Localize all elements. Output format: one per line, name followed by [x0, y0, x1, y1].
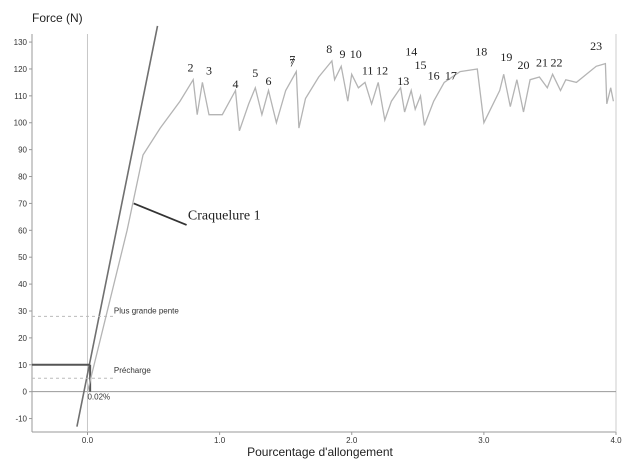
- peak-label: 4: [232, 77, 238, 91]
- annotation-label: 0.02%: [87, 393, 110, 402]
- y-tick-label: 70: [18, 199, 27, 208]
- slope-line: [76, 25, 159, 427]
- series-line: [86, 59, 615, 392]
- y-tick-label: 20: [18, 334, 27, 343]
- peak-label: 20: [518, 58, 530, 72]
- peak-label: 13: [397, 74, 409, 88]
- peak-label: 17: [445, 69, 457, 83]
- peak-label: 18: [475, 45, 487, 59]
- x-tick-label: 4.0: [610, 436, 622, 445]
- x-tick-label: 1.0: [214, 436, 226, 445]
- peak-label: 19: [500, 50, 512, 64]
- peak-label: 15: [414, 58, 426, 72]
- peak-label: 3: [206, 63, 212, 77]
- y-tick-label: 50: [18, 253, 27, 262]
- y-tick-label: -10: [15, 415, 27, 424]
- peak-label: 14: [405, 45, 417, 59]
- y-tick-label: 40: [18, 280, 27, 289]
- peak-label: 12: [376, 63, 388, 77]
- data-group: [86, 59, 615, 392]
- y-tick-label: 30: [18, 307, 27, 316]
- x-tick-label: 2.0: [346, 436, 358, 445]
- y-tick-label: 130: [14, 38, 28, 47]
- peak-label: 21: [536, 55, 548, 69]
- y-tick-label: 60: [18, 226, 27, 235]
- y-tick-label: 110: [14, 92, 27, 101]
- reference-lines-group: [32, 25, 159, 427]
- x-axis-title: Pourcentage d'allongement: [247, 445, 393, 459]
- annotation-label: Plus grande pente: [114, 307, 179, 316]
- peak-label: 11: [362, 63, 374, 77]
- x-tick-label: 3.0: [478, 436, 490, 445]
- y-tick-label: 100: [14, 119, 28, 128]
- peak-label: 10: [350, 47, 362, 61]
- axes-group: -10 0 10 20 30 40 50 60 70 80 90 100 110 120 130 0.0 1.0…: [14, 34, 622, 445]
- peak-label: 7: [289, 53, 295, 67]
- y-tick-label: 0: [23, 388, 28, 397]
- y-tick-label: 80: [18, 173, 27, 182]
- x-tick-label: 0.0: [82, 436, 94, 445]
- peak-label: 6: [266, 74, 272, 88]
- peak-label: 8: [326, 42, 332, 56]
- peak-label: 7: [289, 55, 295, 69]
- annotation-pointer-line: [133, 202, 187, 226]
- y-tick-label: 10: [18, 361, 27, 370]
- y-tick-label: 120: [14, 65, 28, 74]
- peak-label: 9: [339, 47, 345, 61]
- peak-label: 16: [428, 69, 440, 83]
- y-axis-title: Force (N): [32, 11, 83, 25]
- peak-label: 22: [551, 55, 563, 69]
- peak-label: 2: [188, 61, 194, 75]
- annotation-label: Précharge: [114, 366, 151, 375]
- peak-label: 5: [252, 66, 258, 80]
- annotation-label: Craquelure 1: [188, 209, 261, 224]
- peak-label: 23: [590, 39, 602, 53]
- y-tick-label: 90: [18, 146, 27, 155]
